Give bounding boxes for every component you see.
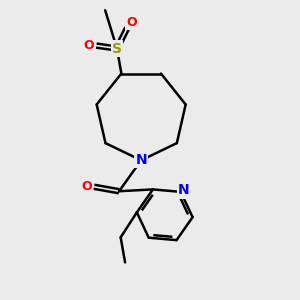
Text: N: N bbox=[135, 153, 147, 167]
Text: S: S bbox=[112, 41, 122, 56]
Text: O: O bbox=[84, 39, 94, 52]
Text: O: O bbox=[126, 16, 137, 28]
Text: O: O bbox=[81, 180, 92, 193]
Text: N: N bbox=[178, 183, 190, 197]
